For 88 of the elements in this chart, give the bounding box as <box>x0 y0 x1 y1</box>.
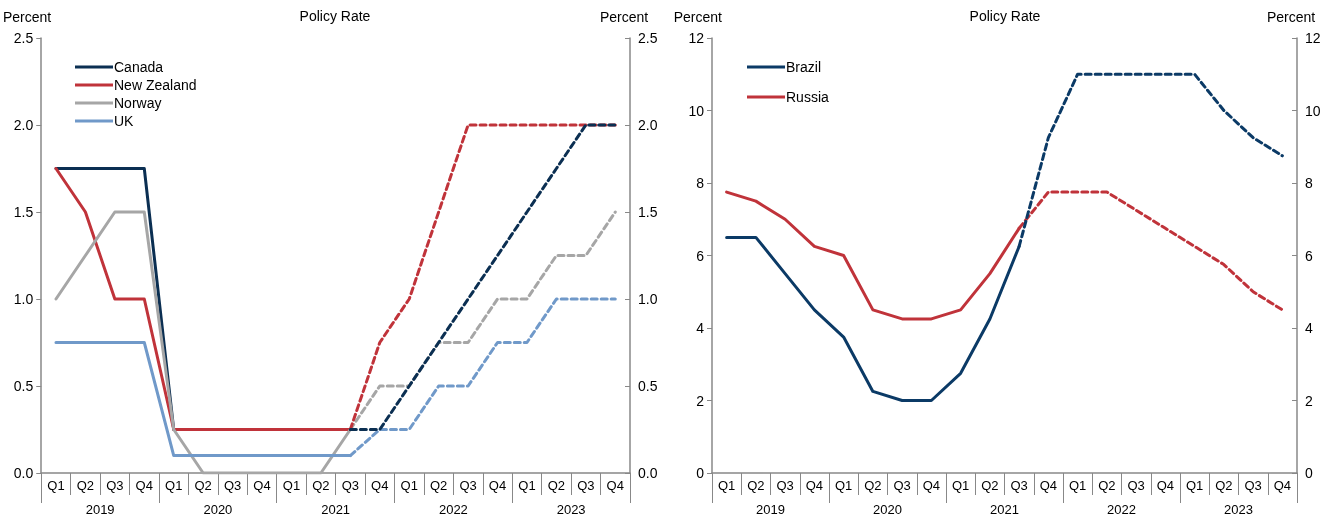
text: 2019 <box>85 502 115 517</box>
y2-tick-label: 2 <box>1305 392 1313 409</box>
y2-tick-label: 2.0 <box>638 117 658 133</box>
y2-tick-label: 10 <box>1305 102 1321 119</box>
text: 2020 <box>203 502 233 517</box>
y2-tick-label: 2.5 <box>638 30 658 46</box>
y-tick-label: 1.0 <box>13 291 34 307</box>
y-tick-label: 2 <box>696 392 705 409</box>
x-tick-label: Q2 <box>312 478 330 493</box>
y-tick-label: 2.5 <box>13 30 34 46</box>
y-axis-title: Percent <box>673 9 723 25</box>
chart-title: Policy Rate <box>299 8 371 24</box>
x-tick-label: Q2 <box>747 478 765 493</box>
x-tick-label: Q3 <box>1244 478 1262 493</box>
x-tick-label: Q4 <box>606 478 624 493</box>
x-tick-label: Q1 <box>282 478 301 493</box>
x-tick-label: Q3 <box>341 478 360 493</box>
x-tick-label: Q4 <box>135 478 153 493</box>
x-tick-label: Q1 <box>1185 478 1204 493</box>
y2-tick-label: 6 <box>1305 247 1313 264</box>
x-tick-label: Q2 <box>1215 478 1233 493</box>
x-tick-label: Q2 <box>76 478 95 493</box>
x-tick-label: Q1 <box>717 478 736 493</box>
x-tick-label: Q3 <box>1127 478 1145 493</box>
x-tick-label: Q1 <box>1068 478 1087 493</box>
y2-tick-label: 12 <box>1305 30 1321 46</box>
x-tick-label: Q4 <box>805 478 824 493</box>
legend-label: New Zealand <box>114 77 197 93</box>
x-tick-label: Q1 <box>165 478 183 493</box>
x-tick-label: Q1 <box>951 478 970 493</box>
x-tick-label: Q1 <box>400 478 418 493</box>
x-tick-label: Q4 <box>488 478 507 493</box>
x-tick-label: Q4 <box>1273 478 1292 493</box>
x-tick-label: Q1 <box>47 478 65 493</box>
text: 2023 <box>1224 502 1253 517</box>
x-tick-label: Q4 <box>1156 478 1175 493</box>
y-tick-label: 2.0 <box>13 117 34 133</box>
x-tick-label: Q1 <box>518 478 536 493</box>
y2-tick-label: 1.5 <box>638 204 658 220</box>
x-tick-label: Q4 <box>922 478 941 493</box>
text: 2023 <box>556 502 586 517</box>
legend-label: Norway <box>114 95 162 111</box>
y2-axis-title: Percent <box>1267 9 1316 25</box>
x-tick-label: Q3 <box>893 478 911 493</box>
y2-tick-label: 8 <box>1305 175 1313 191</box>
x-tick-label: Q4 <box>1039 478 1058 493</box>
text: 2019 <box>756 502 785 517</box>
y-tick-label: 1.5 <box>13 204 34 220</box>
y-tick-label: 8 <box>696 175 705 191</box>
y-tick-label: 4 <box>696 320 705 336</box>
y2-tick-label: 0.5 <box>638 378 658 394</box>
x-tick-label: Q3 <box>223 478 242 493</box>
y-tick-label: 0.5 <box>13 378 34 394</box>
x-tick-label: Q3 <box>1010 478 1028 493</box>
x-tick-label: Q2 <box>864 478 882 493</box>
y2-tick-label: 1.0 <box>638 291 658 307</box>
x-tick-label: Q2 <box>547 478 566 493</box>
x-tick-label: Q2 <box>194 478 212 493</box>
x-tick-label: Q3 <box>459 478 477 493</box>
legend-label: Canada <box>114 59 164 75</box>
legend-label: Brazil <box>786 59 822 75</box>
legend-label: Russia <box>786 89 830 105</box>
text: 2022 <box>1107 502 1136 517</box>
x-tick-label: Q4 <box>371 478 389 493</box>
text: 2021 <box>321 502 351 517</box>
text: 2021 <box>990 502 1019 517</box>
x-tick-label: Q1 <box>834 478 853 493</box>
x-tick-label: Q2 <box>1098 478 1116 493</box>
chart-title: Policy Rate <box>969 8 1041 24</box>
y-axis-title: Percent <box>3 9 52 25</box>
text: 2022 <box>438 502 468 517</box>
y-tick-label: 6 <box>696 247 705 264</box>
legend-label: UK <box>114 113 135 129</box>
x-tick-label: Q3 <box>776 478 794 493</box>
y-tick-label: 10 <box>688 102 705 119</box>
y2-tick-label: 0.0 <box>638 465 658 481</box>
x-tick-label: Q4 <box>253 478 271 493</box>
x-tick-label: Q3 <box>577 478 595 493</box>
y-tick-label: 0.0 <box>13 465 34 481</box>
y-tick-label: 12 <box>688 30 705 46</box>
y-tick-label: 0 <box>696 465 705 481</box>
x-tick-label: Q3 <box>106 478 124 493</box>
y2-tick-label: 0 <box>1305 465 1313 481</box>
text: 2020 <box>873 502 902 517</box>
x-tick-label: Q2 <box>981 478 999 493</box>
y2-tick-label: 4 <box>1305 320 1313 336</box>
x-tick-label: Q2 <box>429 478 448 493</box>
y2-axis-title: Percent <box>600 9 649 25</box>
